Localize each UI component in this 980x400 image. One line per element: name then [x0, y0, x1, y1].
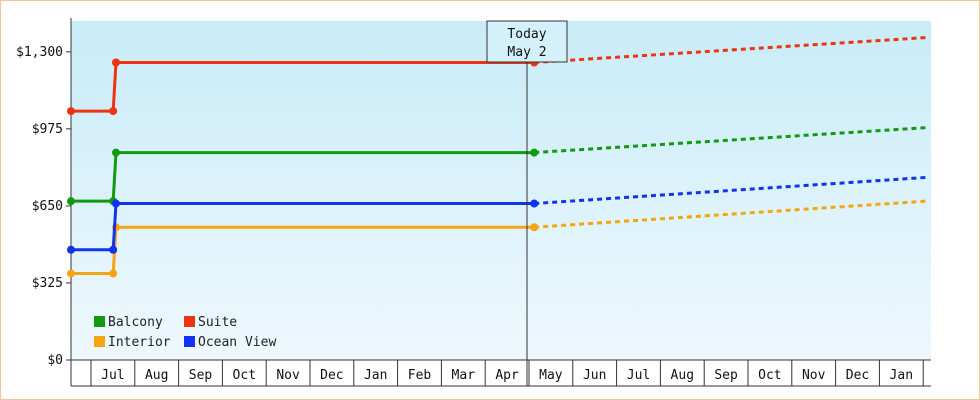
x-tick-label: Jul: [101, 368, 124, 383]
series-forecast-ocean-view: [534, 175, 926, 206]
data-point[interactable]: [109, 245, 118, 254]
x-tick-label: Jul: [627, 368, 650, 383]
x-tick-label: Sep: [714, 368, 738, 383]
data-point[interactable]: [111, 148, 120, 157]
x-tick-label: Aug: [145, 368, 168, 383]
x-tick-label: Apr: [495, 368, 519, 383]
x-tick-label: Nov: [802, 368, 826, 383]
x-tick-label: Jan: [890, 368, 913, 383]
data-point[interactable]: [67, 107, 75, 116]
series-line-ocean-view: [71, 202, 535, 252]
data-point[interactable]: [109, 269, 118, 278]
x-tick-label: Oct: [233, 368, 256, 383]
data-point[interactable]: [530, 199, 539, 208]
y-tick-label: $325: [32, 276, 63, 291]
data-point[interactable]: [111, 199, 120, 208]
legend-label[interactable]: Suite: [198, 315, 237, 330]
legend-swatch: [184, 316, 195, 327]
y-tick-label: $975: [32, 122, 63, 137]
legend-swatch: [94, 316, 105, 327]
series-forecast-suite: [534, 36, 926, 64]
data-point[interactable]: [67, 269, 75, 278]
x-tick-label: Dec: [846, 368, 869, 383]
data-point[interactable]: [67, 245, 75, 254]
legend-label[interactable]: Balcony: [108, 315, 163, 330]
data-point[interactable]: [109, 107, 118, 116]
legend-label[interactable]: Ocean View: [198, 335, 276, 350]
y-tick-label: $650: [32, 199, 63, 214]
y-tick-label: $0: [47, 353, 63, 368]
data-point[interactable]: [530, 223, 539, 232]
x-tick-label: Oct: [758, 368, 781, 383]
series-forecast-balcony: [534, 126, 926, 155]
x-tick-label: Mar: [452, 368, 476, 383]
legend-swatch: [94, 336, 105, 347]
legend-label[interactable]: Interior: [108, 335, 171, 350]
x-tick-label: Jan: [364, 368, 387, 383]
today-label-box: [486, 20, 568, 63]
data-point[interactable]: [530, 148, 539, 157]
today-date: May 2: [507, 45, 546, 60]
x-tick-label: May: [539, 368, 563, 383]
series-line-balcony: [71, 151, 535, 203]
data-point[interactable]: [111, 58, 120, 67]
data-point[interactable]: [67, 197, 75, 206]
x-tick-label: Aug: [671, 368, 694, 383]
series-line-suite: [71, 60, 535, 113]
x-tick-label: Sep: [189, 368, 213, 383]
legend-swatch: [184, 336, 195, 347]
x-tick-label: Feb: [408, 368, 432, 383]
plot-area: [71, 21, 931, 360]
x-tick-label: Nov: [276, 368, 300, 383]
y-tick-label: $1,300: [16, 45, 63, 60]
x-tick-label: Jun: [583, 368, 606, 383]
x-tick-label: Dec: [320, 368, 343, 383]
series-forecast-interior: [534, 199, 926, 229]
today-label: Today: [507, 27, 546, 42]
